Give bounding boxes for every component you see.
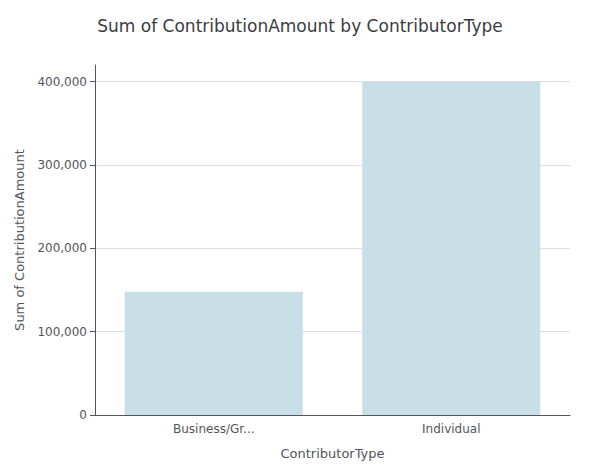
svg-text:ContributorType: ContributorType <box>280 446 384 461</box>
svg-text:300,000: 300,000 <box>37 158 87 172</box>
svg-text:0: 0 <box>79 408 87 422</box>
svg-text:Business/Gr...: Business/Gr... <box>173 422 255 436</box>
svg-text:Sum of ContributionAmount: Sum of ContributionAmount <box>12 149 27 331</box>
svg-text:100,000: 100,000 <box>37 325 87 339</box>
svg-text:Individual: Individual <box>422 422 480 436</box>
svg-text:Sum of ContributionAmount by C: Sum of ContributionAmount by Contributor… <box>97 16 502 36</box>
svg-text:200,000: 200,000 <box>37 241 87 255</box>
svg-text:400,000: 400,000 <box>37 75 87 89</box>
